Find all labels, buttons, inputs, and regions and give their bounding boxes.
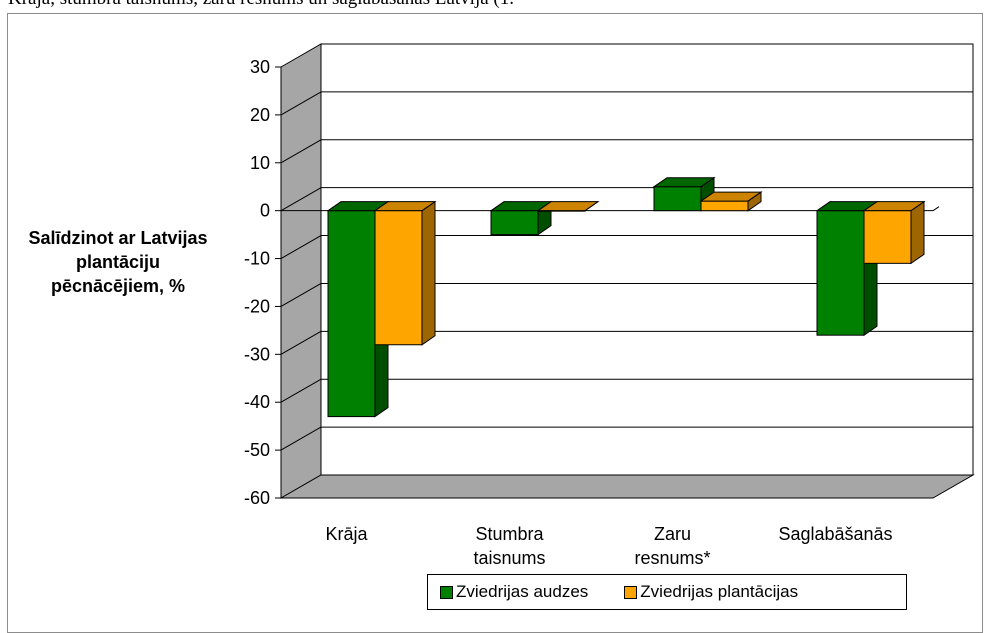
y-tick-label-4: -10 xyxy=(244,249,270,269)
legend: Zviedrijas audzes Zviedrijas plantācijas xyxy=(427,574,907,610)
x-tick-label-1-line-1: taisnums xyxy=(473,548,545,568)
bar-front-s0-c1 xyxy=(491,211,538,235)
floor xyxy=(281,475,973,498)
bar-side-s1-c3 xyxy=(911,202,924,264)
y-tick-label-0: 30 xyxy=(250,57,270,77)
y-tick-label-6: -30 xyxy=(244,344,270,364)
y-tick-label-8: -50 xyxy=(244,440,270,460)
x-tick-label-2-line-0: Zaru xyxy=(654,524,691,544)
legend-item-series-1: Zviedrijas plantācijas xyxy=(624,582,798,602)
x-tick-label-1-line-0: Stumbra xyxy=(475,524,544,544)
bar-front-s1-c0 xyxy=(375,211,422,345)
bar-front-s0-c0 xyxy=(328,211,375,417)
y-tick-label-9: -60 xyxy=(244,488,270,508)
y-tick-label-1: 20 xyxy=(250,105,270,125)
x-tick-label-0: Krāja xyxy=(325,524,368,544)
bar-front-s0-c3 xyxy=(817,211,864,336)
y-axis-title: Salīdzinot ar Latvijas plantāciju pēcnāc… xyxy=(20,226,216,298)
legend-item-series-0: Zviedrijas audzes xyxy=(440,582,588,602)
legend-label-series-0: Zviedrijas audzes xyxy=(456,582,588,602)
bar-front-s1-c2 xyxy=(701,201,748,211)
y-tick-label-2: 10 xyxy=(250,153,270,173)
legend-swatch-series-1 xyxy=(624,586,637,599)
y-tick-label-5: -20 xyxy=(244,296,270,316)
x-tick-label-2-line-1: resnums* xyxy=(634,548,710,568)
side-wall xyxy=(281,44,321,498)
bar-front-s0-c2 xyxy=(654,187,701,211)
x-tick-label-3: Saglabāšanās xyxy=(778,524,892,544)
legend-label-series-1: Zviedrijas plantācijas xyxy=(640,582,798,602)
y-tick-label-3: 0 xyxy=(260,201,270,221)
legend-swatch-series-0 xyxy=(440,586,453,599)
bar-side-s1-c0 xyxy=(422,202,435,345)
y-tick-label-7: -40 xyxy=(244,392,270,412)
bar-front-s1-c3 xyxy=(864,211,911,264)
